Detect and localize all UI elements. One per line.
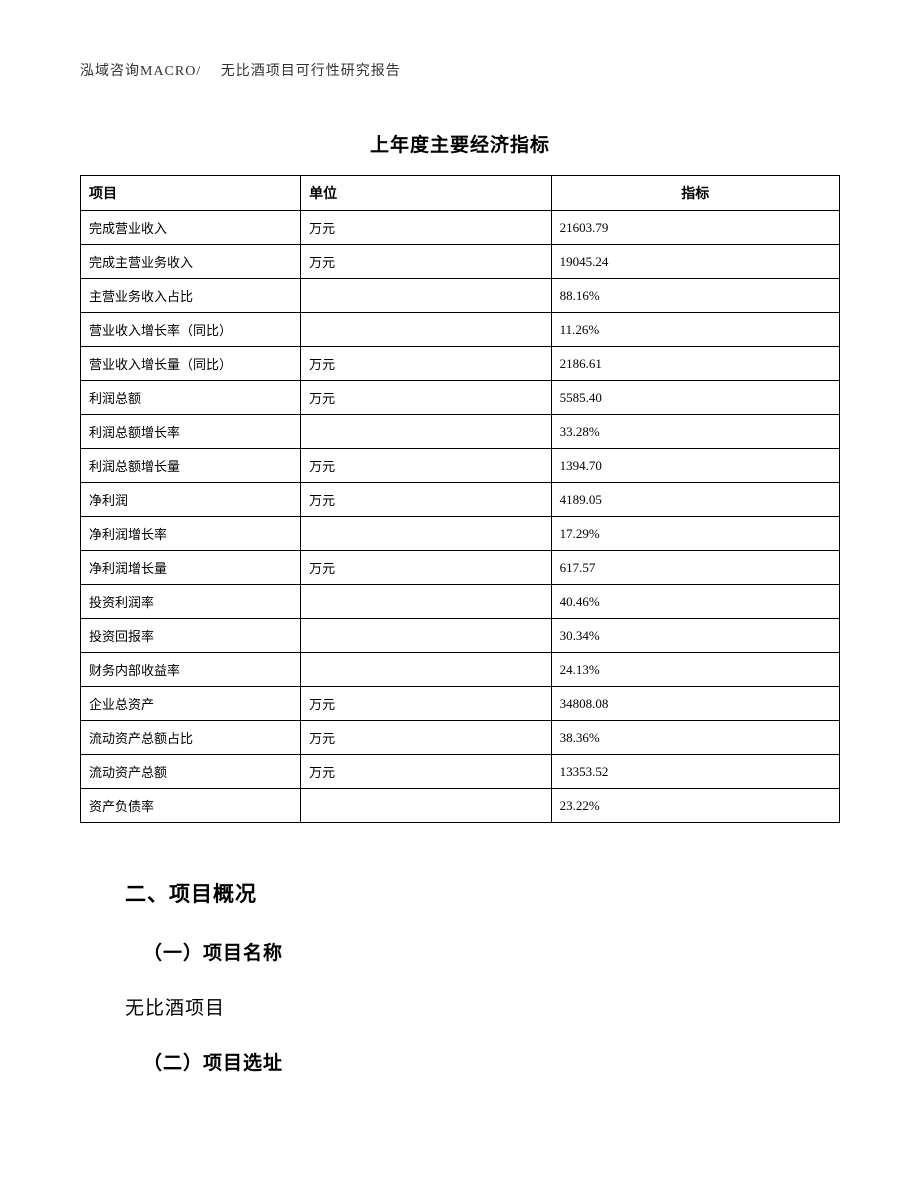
table-row: 企业总资产万元34808.08	[81, 687, 840, 721]
table-row: 利润总额万元5585.40	[81, 381, 840, 415]
economic-indicators-table: 项目 单位 指标 完成营业收入万元21603.79完成主营业务收入万元19045…	[80, 175, 840, 823]
cell-unit	[301, 789, 551, 823]
cell-value: 34808.08	[551, 687, 839, 721]
table-row: 完成营业收入万元21603.79	[81, 211, 840, 245]
table-row: 完成主营业务收入万元19045.24	[81, 245, 840, 279]
table-row: 流动资产总额万元13353.52	[81, 755, 840, 789]
cell-item: 完成营业收入	[81, 211, 301, 245]
cell-item: 净利润	[81, 483, 301, 517]
cell-value: 19045.24	[551, 245, 839, 279]
cell-value: 13353.52	[551, 755, 839, 789]
section-heading-overview: 二、项目概况	[125, 878, 840, 908]
cell-item: 资产负债率	[81, 789, 301, 823]
table-row: 利润总额增长率 33.28%	[81, 415, 840, 449]
table-row: 营业收入增长率（同比） 11.26%	[81, 313, 840, 347]
cell-value: 23.22%	[551, 789, 839, 823]
table-title: 上年度主要经济指标	[80, 130, 840, 157]
cell-value: 24.13%	[551, 653, 839, 687]
cell-value: 40.46%	[551, 585, 839, 619]
cell-unit	[301, 619, 551, 653]
cell-unit: 万元	[301, 211, 551, 245]
cell-item: 净利润增长量	[81, 551, 301, 585]
cell-item: 完成主营业务收入	[81, 245, 301, 279]
cell-item: 流动资产总额占比	[81, 721, 301, 755]
cell-value: 17.29%	[551, 517, 839, 551]
cell-value: 617.57	[551, 551, 839, 585]
cell-item: 企业总资产	[81, 687, 301, 721]
cell-unit	[301, 313, 551, 347]
table-row: 主营业务收入占比 88.16%	[81, 279, 840, 313]
table-row: 资产负债率 23.22%	[81, 789, 840, 823]
table-row: 净利润增长率 17.29%	[81, 517, 840, 551]
table-row: 净利润增长量万元617.57	[81, 551, 840, 585]
cell-unit: 万元	[301, 347, 551, 381]
cell-unit: 万元	[301, 245, 551, 279]
cell-unit	[301, 517, 551, 551]
cell-item: 财务内部收益率	[81, 653, 301, 687]
table-row: 净利润万元4189.05	[81, 483, 840, 517]
cell-item: 投资利润率	[81, 585, 301, 619]
cell-unit: 万元	[301, 721, 551, 755]
col-header-value: 指标	[551, 176, 839, 211]
table-row: 投资利润率 40.46%	[81, 585, 840, 619]
cell-value: 88.16%	[551, 279, 839, 313]
table-header-row: 项目 单位 指标	[81, 176, 840, 211]
cell-value: 4189.05	[551, 483, 839, 517]
cell-unit: 万元	[301, 687, 551, 721]
cell-value: 11.26%	[551, 313, 839, 347]
cell-item: 营业收入增长量（同比）	[81, 347, 301, 381]
table-row: 营业收入增长量（同比）万元2186.61	[81, 347, 840, 381]
header-text: 泓域咨询MACRO/ 无比酒项目可行性研究报告	[80, 64, 401, 79]
project-name-text: 无比酒项目	[125, 993, 840, 1020]
table-row: 投资回报率 30.34%	[81, 619, 840, 653]
cell-unit	[301, 585, 551, 619]
cell-item: 净利润增长率	[81, 517, 301, 551]
cell-item: 利润总额增长率	[81, 415, 301, 449]
cell-unit: 万元	[301, 483, 551, 517]
cell-unit: 万元	[301, 449, 551, 483]
cell-unit: 万元	[301, 381, 551, 415]
subsection-project-location: （二）项目选址	[125, 1048, 840, 1075]
cell-item: 流动资产总额	[81, 755, 301, 789]
cell-item: 投资回报率	[81, 619, 301, 653]
cell-unit	[301, 279, 551, 313]
cell-item: 主营业务收入占比	[81, 279, 301, 313]
cell-item: 营业收入增长率（同比）	[81, 313, 301, 347]
cell-unit	[301, 653, 551, 687]
cell-item: 利润总额增长量	[81, 449, 301, 483]
cell-value: 21603.79	[551, 211, 839, 245]
cell-unit	[301, 415, 551, 449]
cell-value: 33.28%	[551, 415, 839, 449]
cell-value: 1394.70	[551, 449, 839, 483]
body-section: 二、项目概况 （一）项目名称 无比酒项目 （二）项目选址	[80, 878, 840, 1075]
table-row: 利润总额增长量万元1394.70	[81, 449, 840, 483]
cell-value: 2186.61	[551, 347, 839, 381]
cell-item: 利润总额	[81, 381, 301, 415]
subsection-project-name: （一）项目名称	[125, 938, 840, 965]
col-header-item: 项目	[81, 176, 301, 211]
cell-unit: 万元	[301, 755, 551, 789]
col-header-unit: 单位	[301, 176, 551, 211]
page-header: 泓域咨询MACRO/ 无比酒项目可行性研究报告	[80, 60, 840, 80]
cell-value: 30.34%	[551, 619, 839, 653]
table-row: 流动资产总额占比万元38.36%	[81, 721, 840, 755]
table-row: 财务内部收益率 24.13%	[81, 653, 840, 687]
cell-value: 38.36%	[551, 721, 839, 755]
cell-unit: 万元	[301, 551, 551, 585]
cell-value: 5585.40	[551, 381, 839, 415]
